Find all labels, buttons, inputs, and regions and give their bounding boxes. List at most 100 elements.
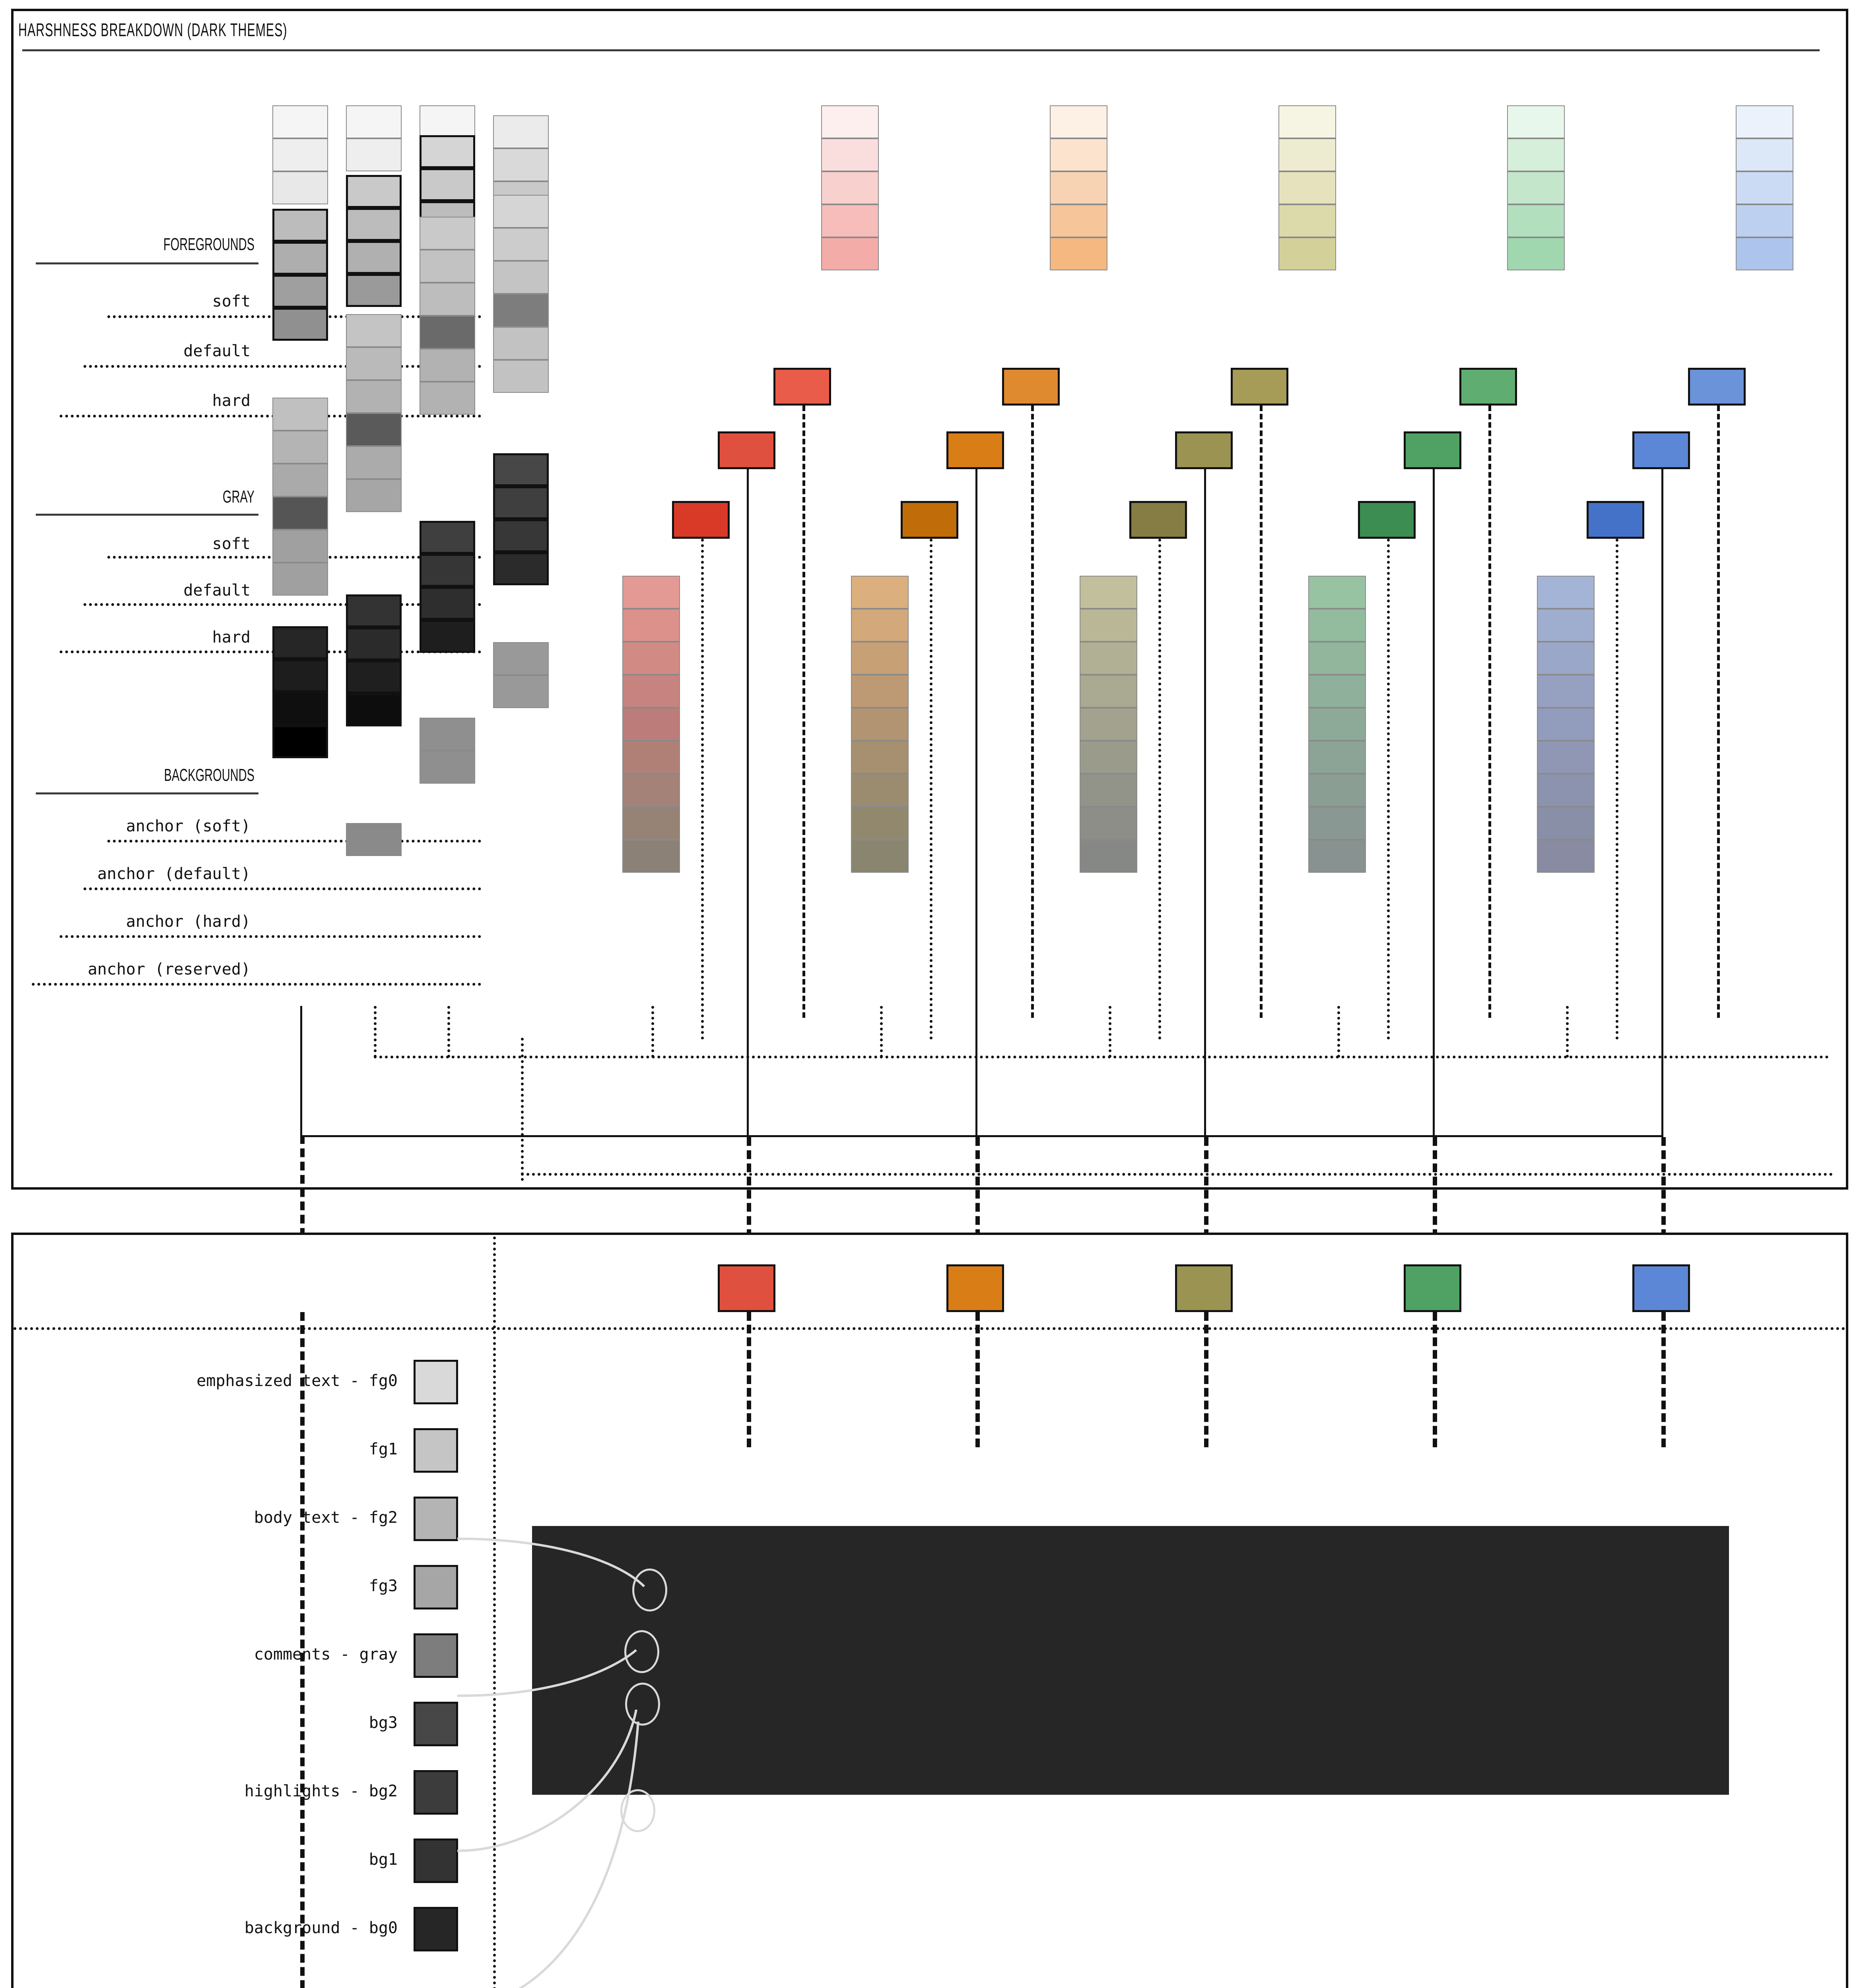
bottom-vertical-dotted-rail [493,1237,496,1988]
gray-swatch-fg [493,115,549,148]
theme-accent-hard [1129,501,1187,539]
theme-tint-swatch [1050,171,1107,204]
theme-default-spine [1661,469,1663,1137]
gray-swatch-fg [272,138,328,171]
gray-swatch-mid [420,283,475,316]
legend-label: emphasized text - fg0 [196,1372,398,1390]
theme-ramp-swatch [622,642,680,675]
gray-swatch-anchor [346,208,402,241]
gray-swatch-mid [493,294,549,327]
theme-tint-swatch [1278,204,1336,237]
theme-tint-swatch [1736,138,1793,171]
callout-circle-bg0 [620,1789,655,1832]
gray-swatch-bg [272,692,328,725]
theme-ramp-swatch [1537,840,1595,873]
gray-swatch-mid [346,446,402,479]
theme-ramp-swatch [1537,642,1595,675]
row-label-bg-anchor-soft: anchor (soft) [126,817,251,835]
theme-ramp-swatch [1080,840,1137,873]
theme-tint-swatch [1278,171,1336,204]
gray-swatch-bg [272,626,328,659]
gray-swatch-mid [493,261,549,294]
gray-swatch-anchor [272,308,328,341]
row-label-fg-hard: hard [212,392,251,410]
gray-swatch-tail [493,642,549,675]
leader-fg-default [84,365,481,368]
leader-bg-anchor-soft [107,840,481,843]
gray-swatch-mid [493,360,549,393]
legend-label: background - bg0 [244,1919,398,1937]
gray-swatch-tail [346,823,402,856]
page-title: HARSHNESS BREAKDOWN (DARK THEMES) [18,19,288,40]
theme-ramp-swatch [1537,708,1595,741]
theme-ramp-swatch [1537,675,1595,708]
theme-hard-spine [1615,539,1618,1040]
section-rule-backgrounds [36,792,258,794]
gray-swatch-mid [346,479,402,512]
theme-accent-soft [1688,368,1746,406]
legend-label: comments - gray [254,1645,398,1664]
section-heading-gray: GRAY [222,487,254,507]
theme-ramp-swatch [1308,675,1366,708]
theme-tint-swatch [821,105,879,138]
theme-ramp-swatch [1537,774,1595,807]
theme-tint-swatch [1507,105,1565,138]
section-heading-foregrounds: FOREGROUNDS [163,235,254,254]
theme-ramp-swatch [1308,642,1366,675]
theme-ramp-drop [651,1006,654,1058]
theme-ramp-swatch [1308,576,1366,609]
code-editor[interactable] [532,1526,1729,1795]
gray-swatch-mid [272,497,328,530]
leader-bg-anchor-reserved [32,983,481,986]
theme-hard-spine [1387,539,1390,1040]
theme-tint-swatch [1278,237,1336,270]
bottom-accent-swatch [946,1264,1004,1312]
gray-swatch-mid [420,382,475,415]
gray-swatch-mid [346,380,402,413]
section-rule-foregrounds [36,262,258,264]
gray-col3-drop [447,1006,450,1058]
cross-panel-theme-spine [1661,1137,1666,1264]
theme-ramp-swatch [1308,708,1366,741]
cross-panel-theme-spine [1204,1137,1208,1264]
title-rule [22,49,1820,51]
gray-swatch-anchor [346,175,402,208]
gray-swatch-fg [420,105,475,138]
bottom-accent-swatch [718,1264,775,1312]
gray-swatch-bg [493,453,549,486]
gray-swatch-mid [346,314,402,347]
gray-swatch-bg [493,519,549,552]
theme-hard-spine [1158,539,1161,1040]
leader-bg-anchor-default [84,887,481,890]
legend-label: fg3 [369,1577,398,1595]
theme-ramp-swatch [851,708,909,741]
theme-ramp-swatch [1308,840,1366,873]
theme-ramp-swatch [851,576,909,609]
theme-tint-swatch [1507,204,1565,237]
gray-swatch-anchor [420,135,475,168]
theme-ramp-swatch [851,807,909,840]
theme-ramp-swatch [622,609,680,642]
theme-accent-default [718,431,775,469]
gray-swatch-bg [420,587,475,620]
theme-default-spine [1204,469,1206,1137]
row-label-fg-soft: soft [212,292,251,311]
theme-ramp-swatch [1080,576,1137,609]
gray-swatch-tail [420,751,475,784]
legend-swatch [414,1839,458,1883]
section-heading-backgrounds: BACKGROUNDS [164,765,254,785]
gray-swatch-mid [493,327,549,360]
theme-tint-swatch [1050,138,1107,171]
theme-ramp-swatch [622,840,680,873]
legend-label: bg1 [369,1850,398,1869]
gray-swatch-anchor [272,242,328,275]
theme-default-spine [975,469,977,1137]
gray-swatch-bg [346,693,402,726]
bottom-accent-swatch [1175,1264,1233,1312]
gray-swatch-mid [272,563,328,596]
theme-soft-spine [1031,406,1034,1018]
row-label-bg-anchor-hard: anchor (hard) [126,912,251,931]
gray-swatch-fg [346,138,402,171]
legend-swatch [414,1633,458,1678]
theme-ramp-swatch [1308,774,1366,807]
